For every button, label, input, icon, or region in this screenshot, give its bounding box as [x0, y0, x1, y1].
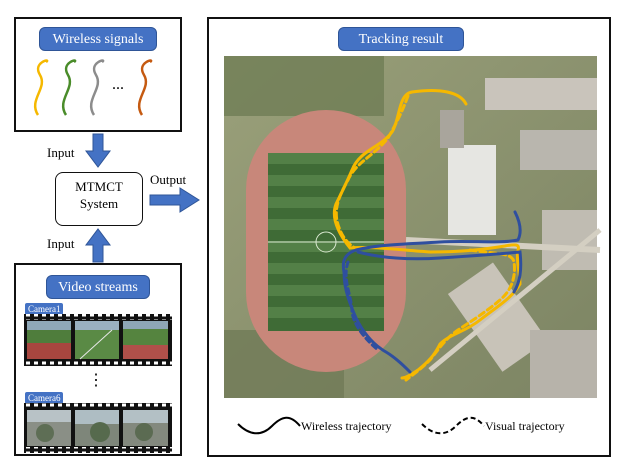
legend-visual-line	[421, 416, 485, 435]
camera1-film-strip	[24, 314, 172, 366]
tracking-result-title: Tracking result	[338, 27, 464, 51]
signal-wave-4	[137, 59, 153, 116]
camera1-label: Camera1	[25, 303, 64, 315]
signal-wave-2	[61, 59, 77, 116]
camera1-frame-3	[123, 321, 168, 359]
camera6-film-strip	[24, 403, 172, 453]
legend-wireless-line	[237, 416, 301, 435]
signal-wave-1	[33, 59, 49, 116]
input-label-bottom: Input	[47, 236, 75, 251]
visual-trajectory-yellow-dashed	[334, 94, 516, 382]
signal-wave-3	[89, 59, 105, 116]
output-arrow	[149, 187, 200, 213]
input-label-top: Input	[47, 145, 75, 160]
camera1-frame-1	[27, 321, 71, 359]
wireless-signals-title: Wireless signals	[39, 27, 157, 51]
mtmct-system-box: MTMCT System	[55, 172, 143, 226]
wireless-trajectory-blue	[341, 210, 523, 374]
camera6-frame-2	[75, 410, 119, 446]
field-stripes	[268, 153, 384, 318]
wireless-trajectory-blue-dashed	[344, 260, 380, 352]
system-line2: System	[79, 196, 119, 211]
video-streams-title: Video streams	[46, 275, 150, 299]
camera6-label: Camera6	[25, 392, 64, 404]
signals-ellipsis: ...	[112, 76, 124, 93]
system-line1: MTMCT	[75, 179, 123, 194]
camera1-frame-2	[75, 321, 119, 360]
input-arrow-top	[85, 133, 111, 168]
camera6-frame-1	[27, 410, 71, 446]
aerial-map	[224, 56, 602, 398]
camera6-frame-3	[123, 410, 168, 446]
output-label: Output	[150, 172, 187, 187]
cameras-vertical-ellipsis: ⋮	[88, 372, 104, 389]
legend-wireless-label: Wireless trajectory	[301, 419, 392, 433]
input-arrow-bottom	[85, 228, 111, 263]
legend-visual-label: Visual trajectory	[485, 419, 565, 433]
